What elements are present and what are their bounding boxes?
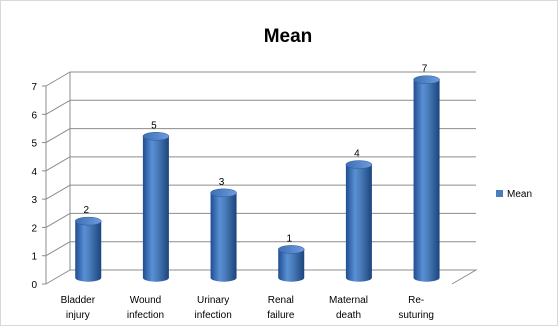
x-tick-label: Re- <box>408 295 424 306</box>
x-tick-label: injury <box>66 310 90 321</box>
legend: Mean <box>496 189 532 200</box>
bar <box>345 160 373 282</box>
bar <box>210 188 237 282</box>
gridline-side <box>45 184 71 200</box>
gridline-side <box>45 156 71 172</box>
bar <box>413 75 440 282</box>
bar-top <box>345 160 373 169</box>
chart-axes <box>45 72 478 285</box>
x-tick-label: suturing <box>398 310 434 321</box>
gridlines <box>45 71 476 257</box>
y-tick-label: 7 <box>31 82 37 93</box>
bar <box>277 245 305 282</box>
data-label: 5 <box>151 120 157 131</box>
bar-top <box>413 75 440 84</box>
data-label: 7 <box>422 64 428 75</box>
bar-body <box>75 221 102 282</box>
x-tick-label: death <box>336 310 361 321</box>
data-label: 1 <box>286 233 292 244</box>
bar-body <box>142 136 169 282</box>
y-tick-label: 3 <box>31 195 37 206</box>
y-tick-label: 4 <box>31 167 37 178</box>
bar <box>74 216 102 282</box>
bar-body <box>413 79 440 282</box>
data-label: 3 <box>219 177 225 188</box>
x-tick-label: Urinary <box>197 295 229 306</box>
legend-label: Mean <box>507 189 532 200</box>
data-label: 4 <box>354 149 360 160</box>
y-tick-label: 6 <box>31 110 37 121</box>
bar-body <box>210 192 237 282</box>
gridline-side <box>45 212 71 228</box>
data-label: 2 <box>83 205 89 216</box>
legend-swatch <box>496 190 503 197</box>
x-tick-label: Maternal <box>329 295 368 306</box>
x-tick-label: Bladder <box>61 295 96 306</box>
bar-top <box>74 216 102 226</box>
bar-top <box>210 188 237 198</box>
y-tick-label: 0 <box>31 280 37 291</box>
gridline-side <box>45 71 71 87</box>
x-tick-label: infection <box>127 310 164 321</box>
x-tick-label: Renal <box>268 295 294 306</box>
gridline-side <box>45 99 71 115</box>
bar <box>142 132 170 282</box>
chart-title: Mean <box>264 26 313 47</box>
x-axis-labels: Bladder injury Wound infection Urinary infect… <box>61 295 434 321</box>
bar-body <box>345 164 372 282</box>
y-tick-label: 2 <box>31 223 37 234</box>
y-tick-label: 5 <box>31 139 37 150</box>
x-tick-label: failure <box>267 310 295 321</box>
x-tick-label: infection <box>195 310 232 321</box>
bar-top <box>142 132 170 141</box>
y-axis-ticks: 0 1 2 3 4 5 6 7 <box>31 82 46 291</box>
gridline-side <box>45 128 71 144</box>
bars <box>74 75 440 282</box>
x-tick-label: Wound <box>130 295 162 306</box>
bar-top <box>277 245 305 254</box>
bar-body <box>278 249 305 282</box>
gridline-side <box>45 241 71 257</box>
y-tick-label: 1 <box>31 252 37 263</box>
data-labels: 2 5 3 1 4 7 <box>83 64 427 245</box>
floor-edge <box>45 269 478 285</box>
